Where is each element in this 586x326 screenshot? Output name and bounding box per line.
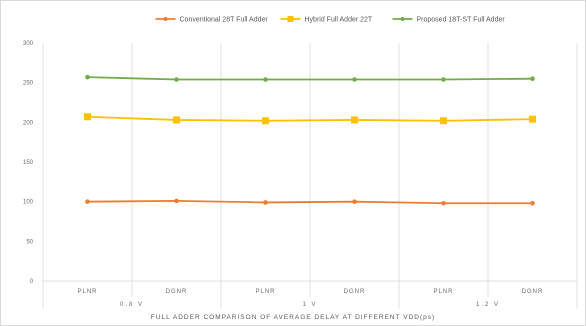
data-point — [174, 198, 179, 204]
y-tick-label: 100 — [23, 200, 34, 206]
data-point — [84, 113, 91, 121]
x-tick-label: PLNR — [255, 289, 275, 295]
legend-item: Hybrid Full Adder 22T — [280, 16, 373, 24]
y-axis-ticks: 0 50 100 150 200 250 300 — [23, 41, 34, 285]
data-point — [352, 199, 357, 204]
data-point — [441, 200, 446, 206]
series-2 — [84, 113, 536, 125]
x-tick-label: PLNR — [77, 289, 97, 295]
data-point — [530, 200, 535, 206]
x-tick-label: PLNR — [433, 289, 453, 295]
x-group-label: 1 V — [302, 302, 317, 308]
legend-marker — [163, 17, 168, 21]
legend-label: Proposed 18T-ST Full Adder — [417, 17, 506, 24]
x-axis-title: FULL ADDER COMPARISON OF AVERAGE DELAY A… — [151, 314, 435, 321]
data-point — [262, 117, 269, 125]
data-point — [440, 117, 447, 125]
y-tick-label: 50 — [26, 239, 33, 245]
data-point — [85, 199, 90, 204]
legend-label: Conventional 28T Full Adder — [180, 17, 269, 24]
legend-marker — [287, 16, 294, 22]
series-3 — [85, 74, 535, 82]
x-tick-label: DGNR — [166, 289, 188, 295]
data-point — [263, 77, 268, 82]
legend: Conventional 28T Full Adder Hybrid Full A… — [155, 16, 506, 24]
series-line — [87, 115, 533, 122]
x-group-label: 1.2 V — [476, 302, 500, 308]
data-point — [85, 74, 90, 80]
data-point — [441, 77, 446, 82]
x-group-label: 0.8 V — [120, 302, 144, 308]
data-point — [352, 77, 357, 82]
series-line — [87, 76, 533, 81]
y-tick-label: 150 — [23, 160, 34, 166]
data-point — [351, 116, 358, 124]
data-point — [529, 115, 536, 123]
series-1 — [85, 198, 535, 206]
data-point — [530, 76, 535, 81]
legend-item: Conventional 28T Full Adder — [155, 17, 269, 24]
legend-marker — [400, 17, 405, 21]
data-point — [173, 116, 180, 124]
gridlines — [42, 43, 578, 309]
series-layer — [84, 74, 536, 206]
y-tick-label: 250 — [23, 81, 34, 87]
data-point — [263, 200, 268, 205]
series-line — [87, 199, 533, 205]
x-tick-label: DGNR — [522, 289, 544, 295]
data-point — [174, 77, 179, 82]
legend-item: Proposed 18T-ST Full Adder — [392, 17, 506, 24]
x-axis-labels: PLNR DGNR PLNR DGNR PLNR DGNR 0.8 V 1 V 1.2 V — [77, 289, 544, 308]
x-tick-label: DGNR — [344, 289, 366, 295]
y-tick-label: 300 — [23, 41, 34, 47]
y-tick-label: 200 — [23, 120, 34, 126]
y-tick-label: 0 — [30, 279, 34, 285]
legend-label: Hybrid Full Adder 22T — [305, 17, 373, 24]
